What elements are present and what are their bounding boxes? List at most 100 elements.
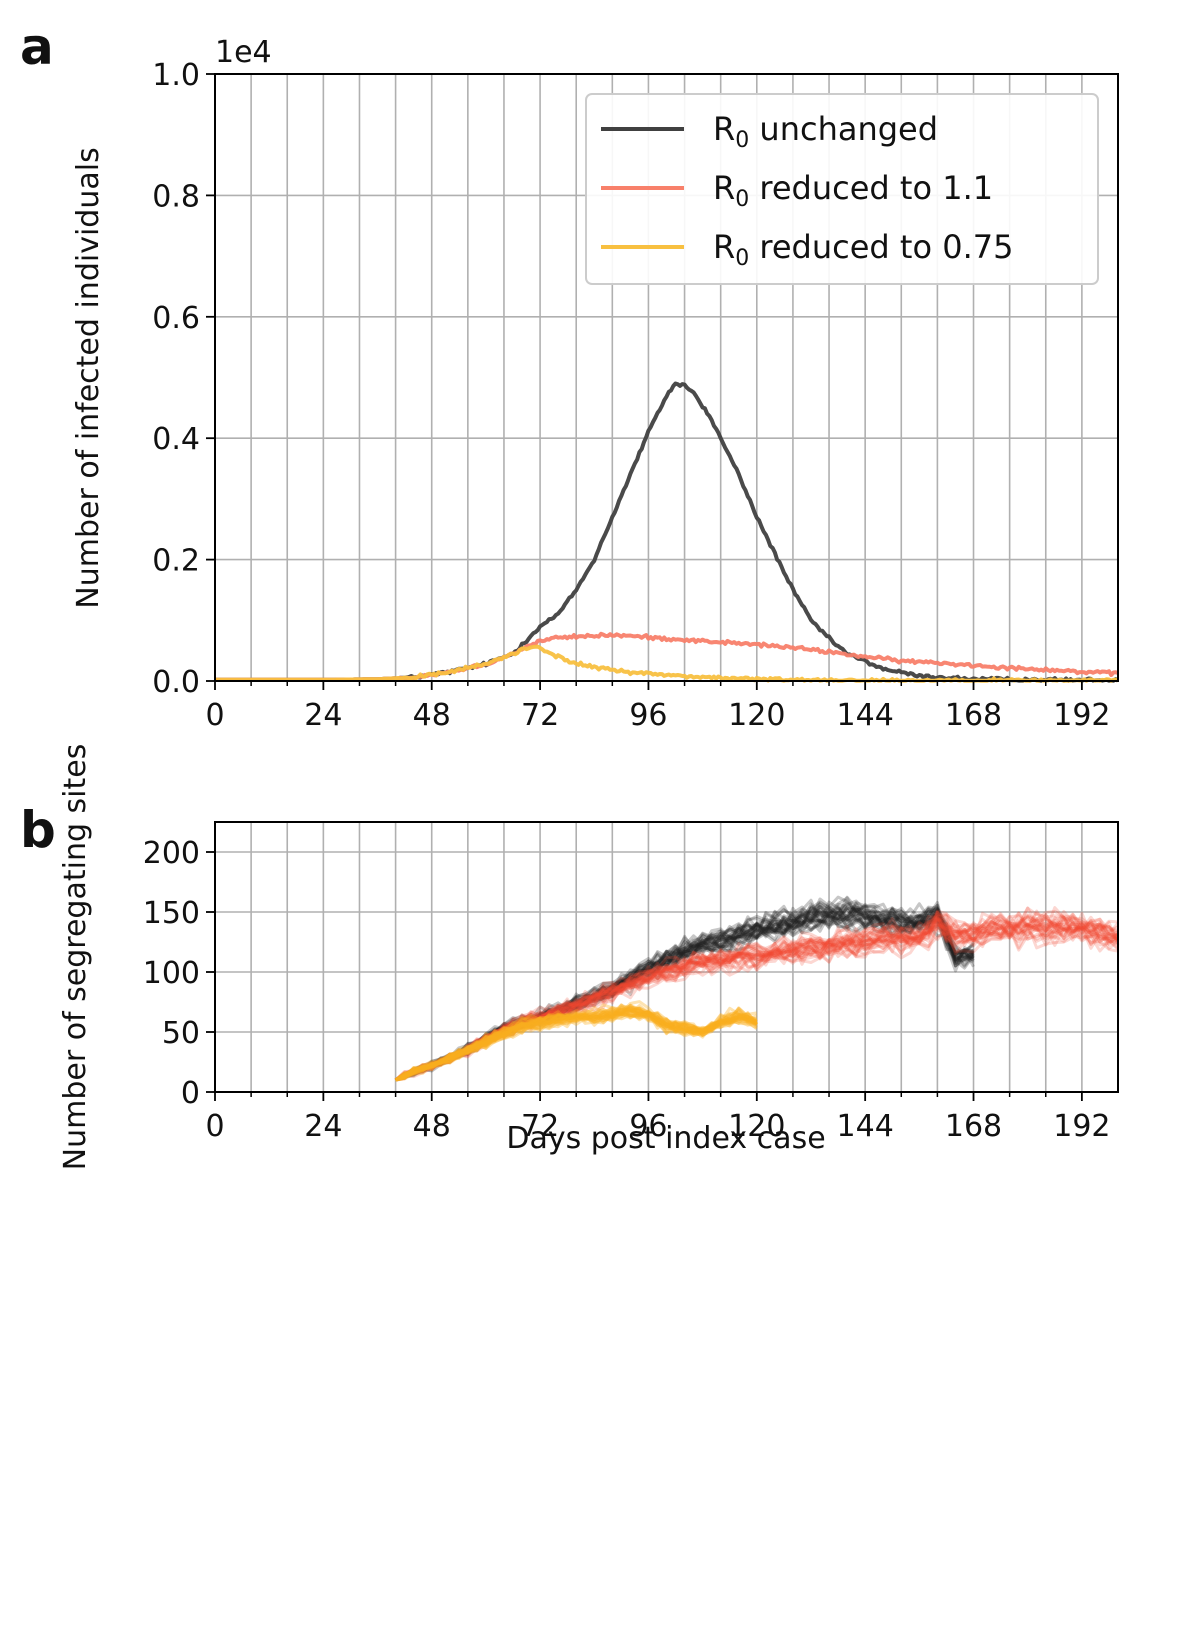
replicate-line-0 bbox=[394, 901, 975, 1082]
y-tick-label: 150 bbox=[143, 896, 200, 931]
replicate-line-1 bbox=[394, 909, 1119, 1082]
replicate-line-1 bbox=[394, 914, 1120, 1082]
replicate-line-0 bbox=[394, 907, 975, 1082]
replicate-line-2 bbox=[395, 1011, 758, 1082]
legend-entry: R0 reduced to 1.1 bbox=[713, 169, 993, 212]
x-tick-label: 120 bbox=[728, 698, 785, 733]
x-tick-label: 24 bbox=[304, 1109, 342, 1144]
replicate-line-0 bbox=[394, 902, 975, 1082]
replicate-line-0 bbox=[394, 900, 974, 1082]
replicate-line-0 bbox=[394, 907, 975, 1082]
replicate-line-0 bbox=[394, 908, 975, 1082]
replicate-line-2 bbox=[395, 1007, 758, 1082]
replicate-line-2 bbox=[395, 1006, 758, 1082]
legend-entry-base: R bbox=[713, 169, 735, 207]
replicate-line-2 bbox=[394, 1008, 758, 1082]
x-tick-label: 168 bbox=[945, 1109, 1002, 1144]
replicate-line-2 bbox=[395, 1003, 758, 1082]
x-tick-label: 72 bbox=[521, 698, 559, 733]
legend-entry-subscript: 0 bbox=[735, 128, 749, 153]
x-tick-label: 0 bbox=[205, 698, 224, 733]
replicate-line-2 bbox=[394, 1009, 758, 1082]
x-tick-label: 72 bbox=[521, 1109, 559, 1144]
replicate-line-1 bbox=[395, 913, 1119, 1082]
y-tick-label: 0.6 bbox=[152, 301, 200, 336]
replicate-line-2 bbox=[394, 1007, 758, 1082]
replicate-line-1 bbox=[395, 913, 1119, 1082]
replicate-line-0 bbox=[394, 900, 975, 1082]
x-tick-label: 192 bbox=[1053, 698, 1110, 733]
replicate-line-2 bbox=[394, 1010, 758, 1082]
replicate-line-1 bbox=[394, 911, 1119, 1082]
plot-frame bbox=[214, 821, 1119, 1093]
replicate-line-2 bbox=[395, 1003, 758, 1082]
replicate-line-1 bbox=[394, 915, 1119, 1082]
legend-box bbox=[585, 93, 1099, 285]
replicate-line-1 bbox=[395, 915, 1120, 1082]
replicate-line-2 bbox=[395, 1003, 758, 1082]
replicate-line-0 bbox=[395, 908, 975, 1082]
replicate-line-0 bbox=[394, 906, 974, 1082]
replicate-line-0 bbox=[395, 907, 975, 1082]
replicate-line-2 bbox=[394, 1006, 758, 1082]
replicate-line-2 bbox=[395, 1013, 758, 1082]
replicate-line-1 bbox=[395, 915, 1119, 1082]
x-tick-label: 96 bbox=[629, 1109, 667, 1144]
plot-frame bbox=[214, 73, 1119, 682]
replicate-line-1 bbox=[394, 911, 1119, 1082]
replicate-line-0 bbox=[394, 903, 975, 1082]
series-line-2 bbox=[215, 644, 1119, 683]
y-tick-label: 0.8 bbox=[152, 179, 200, 214]
legend-entry: R0 reduced to 0.75 bbox=[713, 228, 1013, 271]
replicate-line-2 bbox=[394, 1009, 758, 1082]
y-tick-label: 50 bbox=[162, 1016, 200, 1051]
replicate-line-2 bbox=[395, 1008, 758, 1082]
replicate-line-1 bbox=[394, 912, 1119, 1082]
chart-a-infected: 0 24 48 72 96 120 144 168 192 0.0 0.2 0.4 0.6 0.8 1.0 1… bbox=[71, 35, 1120, 733]
legend-entry-rest: unchanged bbox=[749, 110, 938, 148]
legend-entry-subscript: 0 bbox=[735, 187, 749, 212]
legend-entry-base: R bbox=[713, 228, 735, 266]
replicate-line-1 bbox=[395, 924, 1119, 1082]
replicate-line-0 bbox=[394, 902, 975, 1082]
replicate-line-2 bbox=[395, 1003, 757, 1082]
legend-entry: R0 unchanged bbox=[713, 110, 938, 153]
y-tick-label: 0.2 bbox=[152, 544, 200, 579]
replicate-line-0 bbox=[395, 904, 975, 1082]
replicate-line-0 bbox=[394, 910, 974, 1082]
replicate-line-1 bbox=[394, 926, 1120, 1082]
panel-b-label: b bbox=[20, 801, 56, 859]
replicate-line-2 bbox=[395, 1000, 758, 1082]
x-tick-label: 96 bbox=[629, 698, 667, 733]
x-tick-label: 120 bbox=[728, 1109, 785, 1144]
replicate-line-1 bbox=[394, 916, 1119, 1082]
x-tick-label: 192 bbox=[1053, 1109, 1110, 1144]
replicate-line-2 bbox=[395, 1009, 758, 1082]
replicate-line-1 bbox=[395, 919, 1119, 1082]
x-tick-label: 0 bbox=[205, 1109, 224, 1144]
series-line-1 bbox=[215, 631, 1119, 682]
replicate-line-2 bbox=[394, 1004, 758, 1082]
replicate-line-2 bbox=[395, 1008, 757, 1082]
series-group bbox=[215, 381, 1120, 683]
replicate-line-0 bbox=[394, 899, 974, 1082]
replicate-line-0 bbox=[395, 903, 975, 1082]
replicate-line-2 bbox=[394, 1005, 758, 1082]
replicate-line-1 bbox=[394, 909, 1120, 1082]
replicate-line-1 bbox=[394, 925, 1119, 1082]
replicate-line-2 bbox=[394, 1004, 758, 1082]
replicate-line-2 bbox=[395, 1007, 758, 1082]
legend-entry-rest: reduced to 1.1 bbox=[749, 169, 993, 207]
replicate-line-1 bbox=[394, 906, 1119, 1082]
panel-a-label: a bbox=[20, 18, 54, 76]
replicate-line-2 bbox=[395, 1004, 757, 1082]
replicate-line-2 bbox=[394, 1005, 758, 1082]
replicate-line-2 bbox=[395, 1006, 758, 1082]
replicate-line-1 bbox=[394, 910, 1119, 1082]
replicate-line-2 bbox=[395, 1006, 758, 1082]
y-axis-label: Number of segregating sites bbox=[58, 744, 93, 1171]
replicate-line-2 bbox=[394, 1008, 758, 1082]
replicate-line-0 bbox=[394, 895, 974, 1082]
